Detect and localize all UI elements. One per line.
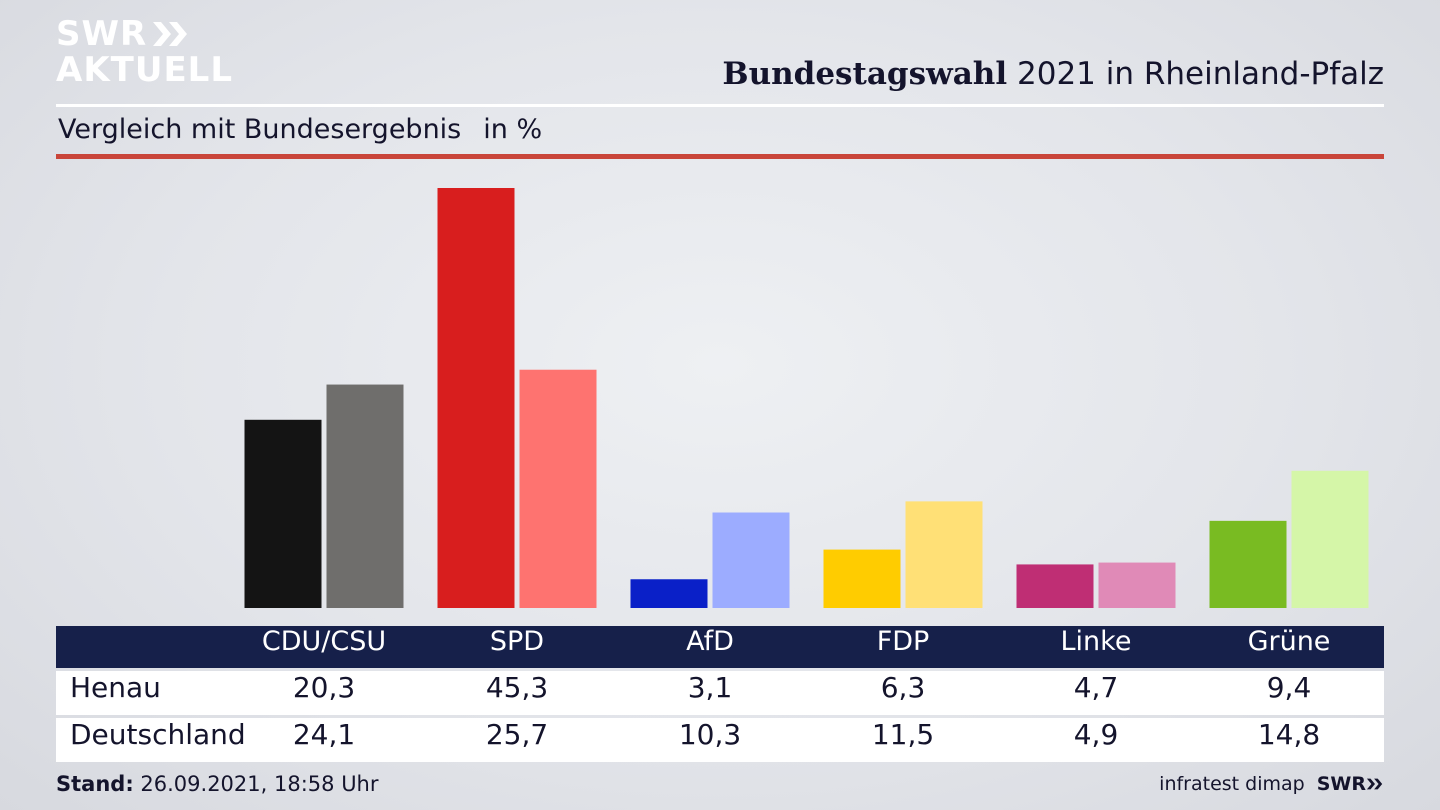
bar-afd-henau <box>630 579 708 608</box>
henau-value-1: 45,3 <box>485 671 549 704</box>
bar-fdp-henau <box>823 549 901 608</box>
column-header-5: Grüne <box>1247 626 1331 657</box>
bar-cdu-csu-henau <box>244 419 322 608</box>
column-header-3: FDP <box>876 626 930 657</box>
table-row-henau: Henau 20,3 45,3 3,1 6,3 4,7 9,4 <box>56 671 1384 715</box>
column-header-0: CDU/CSU <box>261 626 387 657</box>
logo-swr-text: SWR <box>56 14 148 54</box>
bar-gr-ne-henau <box>1209 520 1287 608</box>
bar-fdp-deutschland <box>905 501 983 608</box>
swr-aktuell-logo: SWR AKTUELL <box>56 16 233 88</box>
row-label: Deutschland <box>70 718 246 751</box>
henau-value-2: 3,1 <box>687 671 733 704</box>
deutschland-value-2: 10,3 <box>678 718 742 751</box>
deutschland-value-0: 24,1 <box>292 718 356 751</box>
results-table: CDU/CSU SPD AfD FDP Linke Grüne Henau 20,3 45,… <box>56 626 1384 762</box>
henau-value-0: 20,3 <box>292 671 356 704</box>
chart-subtitle: Vergleich mit Bundesergebnis in % <box>58 114 542 145</box>
footer-source: infratest dimap SWR <box>1159 773 1384 795</box>
subtitle-divider <box>56 154 1384 159</box>
double-chevron-icon <box>1366 778 1383 790</box>
henau-value-3: 6,3 <box>880 671 926 704</box>
bar-linke-deutschland <box>1098 562 1176 608</box>
bar-spd-deutschland <box>519 369 597 608</box>
logo-aktuell-text: AKTUELL <box>56 50 234 90</box>
title-bold: Bundestagswahl <box>722 56 1008 92</box>
column-header-2: AfD <box>686 626 734 657</box>
bar-cdu-csu-deutschland <box>326 384 404 608</box>
stand-label: Stand: <box>56 772 134 796</box>
deutschland-value-5: 14,8 <box>1257 718 1321 751</box>
source-text: infratest dimap <box>1159 773 1305 795</box>
timestamp: Stand: 26.09.2021, 18:58 Uhr <box>56 772 379 796</box>
stand-value: 26.09.2021, 18:58 Uhr <box>140 772 379 796</box>
deutschland-value-1: 25,7 <box>485 718 549 751</box>
bar-afd-deutschland <box>712 512 790 608</box>
deutschland-value-3: 11,5 <box>871 718 935 751</box>
title-rest: 2021 in Rheinland-Pfalz <box>1017 56 1384 92</box>
subtitle-text: Vergleich mit Bundesergebnis <box>58 114 462 145</box>
bar-linke-henau <box>1016 564 1094 608</box>
row-label: Henau <box>70 671 161 704</box>
column-header-1: SPD <box>489 626 545 657</box>
bar-chart <box>244 188 1369 608</box>
column-header-4: Linke <box>1060 626 1132 657</box>
deutschland-value-4: 4,9 <box>1073 718 1119 751</box>
subtitle-unit: in % <box>483 114 543 145</box>
page-title: Bundestagswahl 2021 in Rheinland-Pfalz <box>722 56 1384 92</box>
header-divider <box>56 104 1384 107</box>
table-row-deutschland: Deutschland 24,1 25,7 10,3 11,5 4,9 14,8 <box>56 718 1384 762</box>
henau-value-4: 4,7 <box>1073 671 1119 704</box>
henau-value-5: 9,4 <box>1266 671 1312 704</box>
footer-swr-logo: SWR <box>1317 773 1384 795</box>
table-header-row: CDU/CSU SPD AfD FDP Linke Grüne <box>56 626 1384 668</box>
double-chevron-icon <box>153 22 188 46</box>
bar-gr-ne-deutschland <box>1291 470 1369 608</box>
bar-spd-henau <box>437 188 515 608</box>
footer-swr-text: SWR <box>1316 773 1366 795</box>
